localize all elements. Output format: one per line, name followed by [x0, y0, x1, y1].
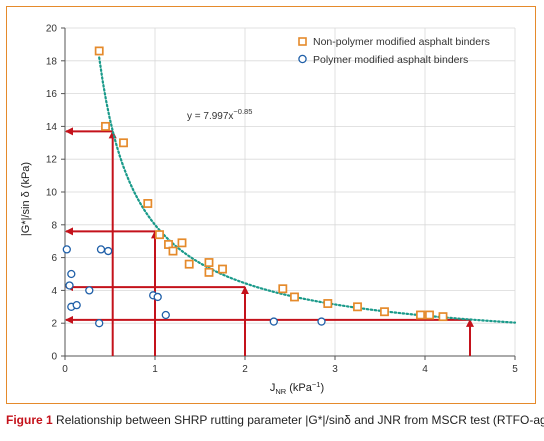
- data-point-square: [416, 310, 425, 320]
- y-tick-label: 2: [51, 319, 57, 330]
- data-point-circle: [153, 292, 162, 302]
- data-point-square: [101, 121, 110, 131]
- data-point-square: [204, 258, 214, 267]
- axes: [61, 27, 516, 360]
- data-point-circle: [161, 310, 170, 320]
- data-point-circle: [85, 286, 94, 295]
- x-axis-title: JNR (kPa−1): [270, 380, 324, 396]
- data-point-square: [143, 199, 153, 208]
- y-tick-label: 20: [46, 24, 58, 35]
- data-point-circle: [67, 269, 76, 279]
- data-point-square: [438, 312, 448, 322]
- data-point-square: [204, 267, 214, 277]
- data-point-square: [184, 259, 194, 269]
- data-point-circle: [95, 319, 104, 328]
- data-point-square: [278, 284, 288, 294]
- caption-lead: Figure 1: [6, 413, 53, 427]
- legend-marker-square: [298, 37, 307, 46]
- trendline-group: [98, 56, 517, 324]
- data-point-circle: [65, 281, 74, 290]
- x-tick-label: 1: [152, 364, 158, 375]
- x-tick-label: 3: [332, 364, 338, 375]
- data-point-square: [425, 310, 434, 320]
- equation-label: y = 7.997x−0.85: [187, 107, 252, 122]
- y-tick-label: 16: [46, 89, 58, 100]
- data-point-square: [380, 307, 389, 317]
- y-tick-label: 0: [51, 352, 57, 363]
- y-tick-label: 12: [46, 155, 58, 166]
- y-tick-label: 6: [51, 253, 57, 264]
- y-tick-label: 14: [46, 122, 58, 133]
- figure-caption: Figure 1 Relationship between SHRP rutti…: [6, 412, 544, 428]
- data-point-square: [119, 138, 128, 148]
- y-tick-label: 10: [46, 188, 58, 199]
- data-point-circle: [317, 317, 326, 326]
- data-point-circle: [269, 317, 278, 326]
- data-point-circle: [72, 301, 81, 310]
- series-polymer: [62, 245, 326, 328]
- y-tick-label: 18: [46, 56, 58, 67]
- y-axis-title: |G*|/sin δ (kPa): [20, 162, 32, 236]
- chart-figure: 0 2 4 6 8 10 12 14 16 18 20 0 1 2 3 4 5 y = 7.997x−0.85 …: [6, 6, 536, 404]
- x-tick-label: 4: [422, 364, 428, 375]
- reference-lines: [65, 127, 474, 356]
- data-point-circle: [96, 245, 106, 254]
- data-point-square: [290, 292, 299, 302]
- data-point-square: [94, 46, 104, 56]
- data-point-square: [218, 264, 227, 274]
- data-point-circle: [104, 246, 113, 256]
- legend-label-non-polymer: Non-polymer modified asphalt binders: [313, 36, 490, 48]
- data-point-square: [353, 302, 362, 312]
- legend-marker-circle: [298, 54, 307, 64]
- data-point-square: [177, 238, 187, 248]
- legend-label-polymer: Polymer modified asphalt binders: [313, 54, 468, 66]
- data-point-square: [323, 299, 333, 308]
- caption-text: Relationship between SHRP rutting parame…: [52, 413, 544, 427]
- y-tick-label: 4: [51, 286, 57, 297]
- legend: Non-polymer modified asphalt binders Pol…: [298, 36, 490, 66]
- grid-lines: [64, 27, 516, 357]
- data-point-circle: [62, 245, 71, 254]
- y-tick-label: 8: [51, 220, 57, 231]
- data-point-square: [168, 246, 178, 256]
- x-tick-label: 0: [62, 364, 68, 375]
- data-point-square: [155, 230, 164, 240]
- trendline: [98, 56, 517, 324]
- series-non-polymer: [94, 46, 448, 322]
- x-tick-label: 2: [242, 364, 248, 375]
- data-point-square: [164, 240, 173, 249]
- x-tick-label: 5: [512, 364, 518, 375]
